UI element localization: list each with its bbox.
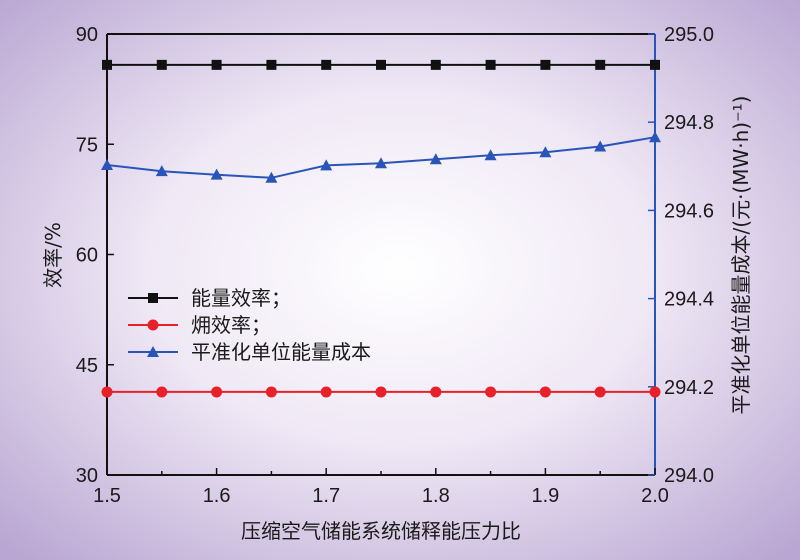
series-point-triangle <box>265 171 278 183</box>
series-point-triangle <box>539 146 552 158</box>
y-left-tick-label: 75 <box>76 134 98 156</box>
series-point-circle <box>594 386 606 398</box>
series-point-square <box>102 59 112 70</box>
series-point-circle <box>430 386 442 398</box>
y-left-tick-label: 45 <box>76 355 98 377</box>
series-point-square <box>540 59 551 70</box>
legend-item-energy-efficiency: 能量效率； <box>128 286 291 310</box>
series-point-square <box>485 59 496 70</box>
legend-label-levelized-cost: 平准化单位能量成本 <box>191 340 371 364</box>
series-point-circle <box>539 386 551 398</box>
y-right-tick-label: 294.4 <box>664 289 714 311</box>
y-axis-right-title: 平准化单位能量成本/(元·(MW·h)⁻¹) <box>729 96 753 415</box>
legend-marker-triangle <box>147 346 159 357</box>
series-point-square <box>211 59 222 70</box>
series-point-circle <box>485 386 497 398</box>
series-point-circle <box>156 386 168 398</box>
series-layer <box>101 59 661 398</box>
legend-item-exergy-efficiency: 㶲效率； <box>128 313 271 337</box>
series-point-triangle <box>594 140 607 152</box>
series-point-circle <box>649 386 661 398</box>
y-right-tick-label: 294.6 <box>664 200 714 222</box>
series-point-triangle <box>375 157 387 169</box>
x-tick-label: 1.7 <box>312 485 340 507</box>
series-point-square <box>321 59 332 70</box>
legend-label-energy-efficiency: 能量效率； <box>191 286 291 310</box>
x-tick-label: 1.8 <box>422 485 450 507</box>
series-point-triangle <box>649 131 661 143</box>
series-point-square <box>376 59 386 70</box>
legend-label-exergy-efficiency: 㶲效率； <box>191 313 271 337</box>
y-right-tick-label: 294.2 <box>664 377 714 399</box>
series-point-triangle <box>210 168 223 180</box>
series-point-triangle <box>155 165 168 177</box>
series-point-circle <box>375 386 387 398</box>
series-point-square <box>595 59 606 70</box>
y-left-tick-label: 30 <box>76 465 98 487</box>
legend-marker-circle <box>147 319 159 331</box>
x-tick-label: 1.9 <box>531 485 559 507</box>
ticks-layer: 1.5 1.6 1.7 1.8 1.9 2.0 30 45 60 75 90 294.0 294.2 29… <box>76 24 714 507</box>
series-point-circle <box>320 386 332 398</box>
legend: 能量效率； 㶲效率； 平准化单位能量成本 <box>128 286 371 364</box>
x-tick-label: 1.5 <box>93 485 121 507</box>
legend-marker-square <box>148 293 158 303</box>
x-tick-label: 1.6 <box>203 485 231 507</box>
x-axis-title: 压缩空气储能系统储释能压力比 <box>241 519 521 543</box>
y-right-tick-label: 294.0 <box>664 465 714 487</box>
series-point-square <box>266 59 277 70</box>
y-left-tick-label: 60 <box>76 245 98 267</box>
series-point-circle <box>211 386 223 398</box>
x-tick-label: 2.0 <box>641 485 669 507</box>
series-point-square <box>430 59 441 70</box>
series-point-circle <box>265 386 277 398</box>
series-point-triangle <box>101 158 113 170</box>
series-point-triangle <box>484 149 497 161</box>
series-point-square <box>156 59 167 70</box>
y-axis-left-title: 效率/% <box>41 222 65 288</box>
y-right-tick-label: 294.8 <box>664 112 714 134</box>
y-left-tick-label: 90 <box>76 24 98 46</box>
series-point-circle <box>101 386 113 398</box>
series-point-triangle <box>429 153 442 165</box>
series-point-square <box>650 59 660 70</box>
series-point-triangle <box>320 159 333 171</box>
legend-item-levelized-cost: 平准化单位能量成本 <box>128 340 371 364</box>
y-right-tick-label: 295.0 <box>664 24 714 46</box>
